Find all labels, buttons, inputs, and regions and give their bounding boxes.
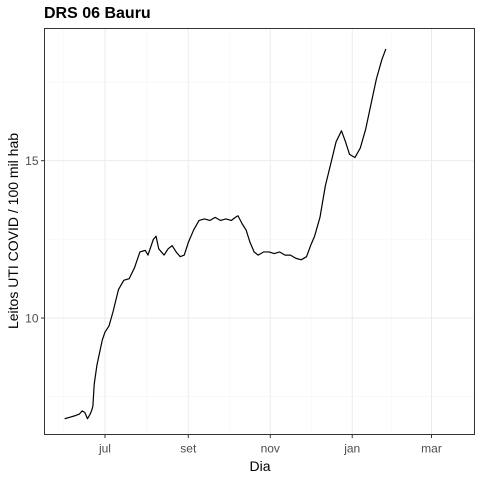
x-tick-label: mar — [421, 442, 442, 456]
x-tick-label: set — [180, 442, 197, 456]
x-tick-label: nov — [261, 442, 280, 456]
y-axis-title: Leitos UTI COVID / 100 mil hab — [5, 133, 21, 329]
y-axis: 10 15 — [25, 154, 45, 326]
x-tick-label: jan — [343, 442, 360, 456]
y-tick-label: 15 — [25, 154, 39, 168]
chart-title: DRS 06 Bauru — [44, 5, 151, 22]
y-tick-label: 10 — [25, 312, 39, 326]
series-line — [64, 48, 387, 420]
grid — [44, 28, 475, 435]
x-axis-title: Dia — [249, 458, 270, 474]
x-tick-label: jul — [98, 442, 111, 456]
panel-border — [44, 28, 475, 435]
x-axis: jul set nov jan mar — [98, 434, 442, 456]
